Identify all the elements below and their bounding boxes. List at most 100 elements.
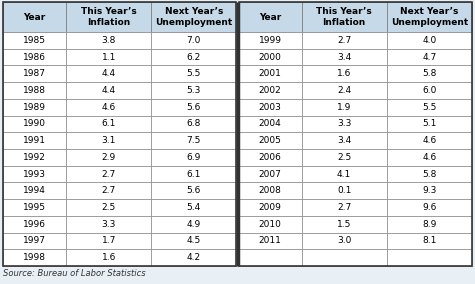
- Text: 2008: 2008: [258, 186, 282, 195]
- Text: 4.5: 4.5: [187, 236, 201, 245]
- Text: 1993: 1993: [23, 170, 46, 179]
- Text: 2004: 2004: [259, 120, 281, 128]
- Bar: [151, 182, 237, 199]
- Bar: [238, 49, 302, 65]
- Bar: [387, 82, 472, 99]
- Bar: [3, 149, 66, 166]
- Text: 9.6: 9.6: [422, 203, 437, 212]
- Text: 2.7: 2.7: [337, 203, 352, 212]
- Text: 4.6: 4.6: [102, 103, 116, 112]
- Bar: [66, 182, 151, 199]
- Text: 1985: 1985: [23, 36, 46, 45]
- Bar: [302, 82, 387, 99]
- Text: 1986: 1986: [23, 53, 46, 62]
- Text: 1987: 1987: [23, 69, 46, 78]
- Bar: [302, 32, 387, 49]
- Bar: [302, 182, 387, 199]
- Text: 2005: 2005: [258, 136, 282, 145]
- Text: 1992: 1992: [23, 153, 46, 162]
- Bar: [151, 49, 237, 65]
- Bar: [238, 116, 302, 132]
- Bar: [151, 149, 237, 166]
- Text: 1995: 1995: [23, 203, 46, 212]
- Bar: [387, 116, 472, 132]
- Bar: [66, 2, 151, 32]
- Text: 4.9: 4.9: [187, 220, 201, 229]
- Text: 5.1: 5.1: [422, 120, 437, 128]
- Bar: [3, 182, 66, 199]
- Bar: [302, 65, 387, 82]
- Text: 3.4: 3.4: [337, 136, 352, 145]
- Text: 4.6: 4.6: [422, 153, 437, 162]
- Text: 3.1: 3.1: [102, 136, 116, 145]
- Bar: [3, 199, 66, 216]
- Bar: [151, 65, 237, 82]
- Bar: [387, 233, 472, 249]
- Bar: [66, 149, 151, 166]
- Bar: [151, 82, 237, 99]
- Text: 6.9: 6.9: [187, 153, 201, 162]
- Bar: [302, 233, 387, 249]
- Bar: [151, 199, 237, 216]
- Bar: [3, 2, 237, 266]
- Bar: [302, 249, 387, 266]
- Text: Source: Bureau of Labor Statistics: Source: Bureau of Labor Statistics: [3, 269, 146, 278]
- Bar: [66, 216, 151, 233]
- Bar: [3, 32, 66, 49]
- Text: 1990: 1990: [23, 120, 46, 128]
- Text: 1994: 1994: [23, 186, 46, 195]
- Text: 1.6: 1.6: [102, 253, 116, 262]
- Bar: [151, 166, 237, 182]
- Bar: [302, 99, 387, 116]
- Text: 1.9: 1.9: [337, 103, 352, 112]
- Bar: [66, 32, 151, 49]
- Text: 1989: 1989: [23, 103, 46, 112]
- Text: 2.5: 2.5: [337, 153, 352, 162]
- Bar: [66, 65, 151, 82]
- Bar: [387, 2, 472, 32]
- Bar: [151, 2, 237, 32]
- Text: 9.3: 9.3: [422, 186, 437, 195]
- Bar: [387, 49, 472, 65]
- Text: 3.0: 3.0: [337, 236, 352, 245]
- Text: 1998: 1998: [23, 253, 46, 262]
- Bar: [151, 216, 237, 233]
- Text: 8.9: 8.9: [422, 220, 437, 229]
- Bar: [3, 49, 66, 65]
- Text: 5.6: 5.6: [187, 103, 201, 112]
- Text: 2.7: 2.7: [102, 170, 116, 179]
- Text: 2006: 2006: [258, 153, 282, 162]
- Text: 6.2: 6.2: [187, 53, 201, 62]
- Text: 4.4: 4.4: [102, 86, 116, 95]
- Bar: [66, 116, 151, 132]
- Bar: [387, 249, 472, 266]
- Text: 8.1: 8.1: [422, 236, 437, 245]
- Bar: [151, 99, 237, 116]
- Bar: [66, 132, 151, 149]
- Text: 1.6: 1.6: [337, 69, 352, 78]
- Bar: [387, 166, 472, 182]
- Bar: [302, 116, 387, 132]
- Bar: [66, 49, 151, 65]
- Text: Next Year’s
Unemployment: Next Year’s Unemployment: [155, 7, 232, 27]
- Bar: [66, 199, 151, 216]
- Bar: [66, 249, 151, 266]
- Bar: [66, 82, 151, 99]
- Text: 1.1: 1.1: [102, 53, 116, 62]
- Bar: [151, 132, 237, 149]
- Text: 5.3: 5.3: [187, 86, 201, 95]
- Text: 3.3: 3.3: [102, 220, 116, 229]
- Text: 2003: 2003: [258, 103, 282, 112]
- Text: 2.5: 2.5: [102, 203, 116, 212]
- Bar: [151, 249, 237, 266]
- Bar: [66, 99, 151, 116]
- Text: 4.0: 4.0: [422, 36, 437, 45]
- Bar: [387, 132, 472, 149]
- Text: Year: Year: [259, 12, 281, 22]
- Text: 2001: 2001: [258, 69, 282, 78]
- Text: Next Year’s
Unemployment: Next Year’s Unemployment: [391, 7, 468, 27]
- Text: 6.1: 6.1: [187, 170, 201, 179]
- Bar: [151, 233, 237, 249]
- Bar: [66, 166, 151, 182]
- Bar: [238, 182, 302, 199]
